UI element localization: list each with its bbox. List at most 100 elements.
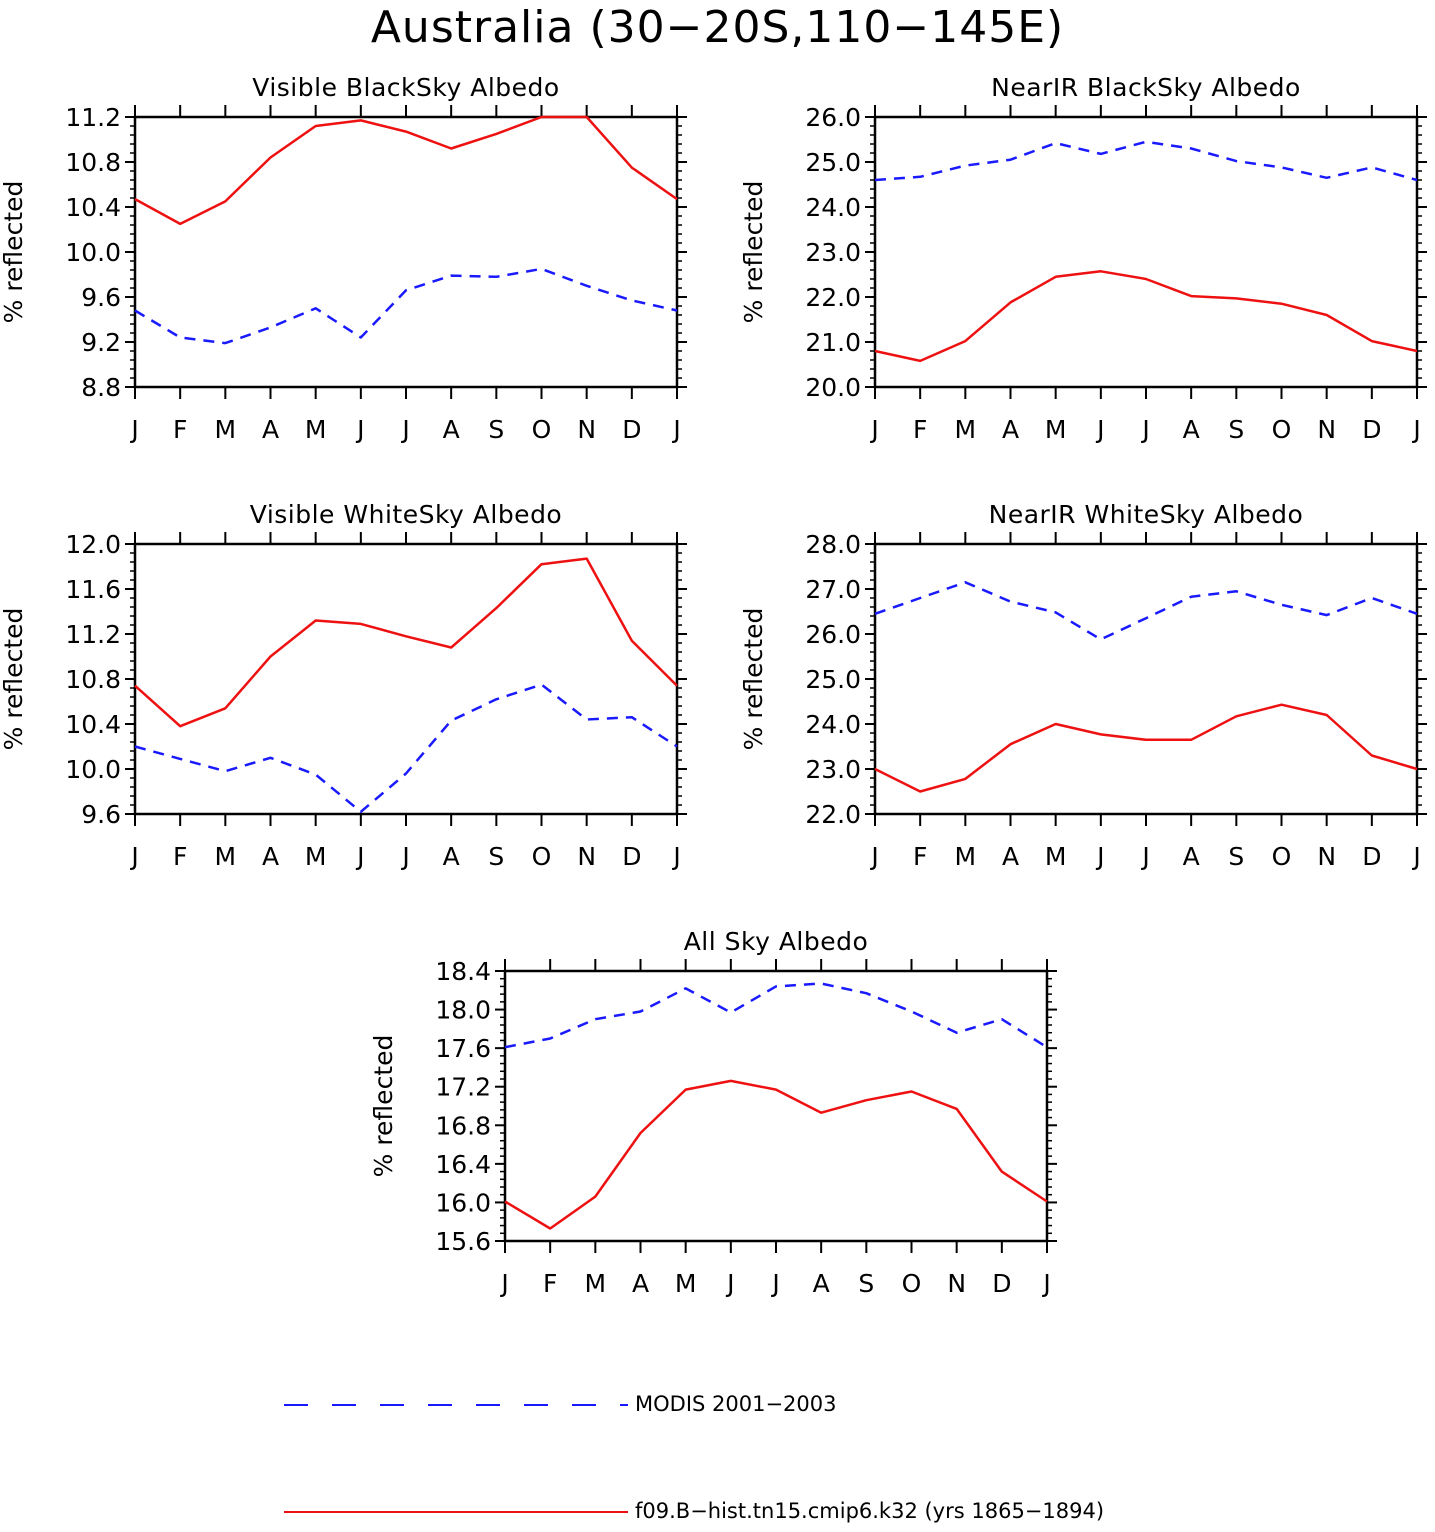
y-tick-label: 18.4 <box>435 957 491 986</box>
x-tick-label: S <box>488 842 504 871</box>
y-tick-label: 17.6 <box>435 1034 491 1063</box>
chart-nearir-whitesky: NearIR WhiteSky Albedo % reflected 22.0 23.… <box>739 500 1427 871</box>
y-tick-label: 28.0 <box>805 530 861 559</box>
y-tick-label: 25.0 <box>805 148 861 177</box>
y-tick-label: 26.0 <box>805 103 861 132</box>
y-tick-label: 26.0 <box>805 620 861 649</box>
y-tick-label: 18.0 <box>435 996 491 1025</box>
panel-title: NearIR WhiteSky Albedo <box>989 500 1304 529</box>
x-tick-label: A <box>443 415 460 444</box>
y-tick-label: 24.0 <box>805 193 861 222</box>
panel-title: NearIR BlackSky Albedo <box>991 73 1301 102</box>
y-tick-label: 24.0 <box>805 710 861 739</box>
panel-title: All Sky Albedo <box>684 927 869 956</box>
legend-label-modis: MODIS 2001−2003 <box>635 1392 837 1416</box>
x-tick-label: N <box>1317 842 1336 871</box>
x-tick-label: J <box>671 842 680 871</box>
legend-modis: MODIS 2001−2003 <box>0 1385 1435 1425</box>
y-axis-label: % reflected <box>369 1035 398 1178</box>
x-tick-label: J <box>355 415 364 444</box>
x-tick-label: D <box>1362 842 1381 871</box>
x-tick-label: N <box>577 842 596 871</box>
y-tick-label: 9.6 <box>81 800 121 829</box>
y-tick-label: 16.4 <box>435 1150 491 1179</box>
y-tick-label: 10.4 <box>65 193 121 222</box>
panel-title: Visible WhiteSky Albedo <box>250 500 562 529</box>
x-tick-label: M <box>305 842 327 871</box>
x-tick-label: A <box>1002 415 1019 444</box>
y-axis-label: % reflected <box>0 608 28 751</box>
plot-frame <box>873 115 1419 389</box>
legend-model: f09.B−hist.tn15.cmip6.k32 (yrs 1865−1894… <box>0 1492 1435 1532</box>
x-tick-label: O <box>532 415 552 444</box>
x-tick-label: O <box>532 842 552 871</box>
series-line-modis <box>874 140 1418 182</box>
x-tick-label: J <box>1041 1269 1050 1298</box>
chart-visible-whitesky: Visible WhiteSky Albedo % reflected 9.6 10.… <box>0 500 687 871</box>
y-tick-label: 11.2 <box>65 103 121 132</box>
plot-frame <box>503 969 1049 1243</box>
x-tick-label: D <box>622 842 641 871</box>
x-tick-label: J <box>129 415 138 444</box>
x-tick-label: D <box>992 1269 1011 1298</box>
x-tick-label: A <box>262 842 279 871</box>
x-tick-label: J <box>869 842 878 871</box>
series-line-model <box>504 1079 1048 1230</box>
x-tick-label: M <box>305 415 327 444</box>
x-tick-label: A <box>262 415 279 444</box>
y-tick-label: 9.6 <box>81 283 121 312</box>
x-tick-label: N <box>947 1269 966 1298</box>
x-tick-label: M <box>585 1269 607 1298</box>
x-tick-label: J <box>499 1269 508 1298</box>
x-tick-label: M <box>1045 842 1067 871</box>
x-tick-label: J <box>1140 415 1149 444</box>
y-tick-label: 20.0 <box>805 373 861 402</box>
y-tick-label: 10.8 <box>65 665 121 694</box>
x-tick-label: J <box>671 415 680 444</box>
x-tick-label: N <box>577 415 596 444</box>
series-line-modis <box>504 982 1048 1049</box>
y-tick-label: 10.4 <box>65 710 121 739</box>
y-tick-label: 23.0 <box>805 755 861 784</box>
y-tick-label: 11.2 <box>65 620 121 649</box>
x-tick-label: J <box>725 1269 734 1298</box>
x-tick-label: F <box>913 415 927 444</box>
y-axis-label: % reflected <box>739 608 768 751</box>
x-tick-label: F <box>913 842 927 871</box>
x-tick-label: J <box>400 415 409 444</box>
x-tick-label: F <box>173 842 187 871</box>
series-line-modis <box>134 267 678 345</box>
x-tick-label: M <box>215 842 237 871</box>
y-tick-label: 8.8 <box>81 373 121 402</box>
x-tick-label: J <box>770 1269 779 1298</box>
x-tick-label: J <box>129 842 138 871</box>
x-tick-label: O <box>1272 842 1292 871</box>
x-tick-label: F <box>173 415 187 444</box>
y-tick-label: 22.0 <box>805 283 861 312</box>
x-tick-label: D <box>622 415 641 444</box>
x-tick-label: J <box>1411 415 1420 444</box>
x-tick-label: M <box>955 415 977 444</box>
x-tick-label: M <box>215 415 237 444</box>
x-tick-label: A <box>443 842 460 871</box>
x-tick-label: O <box>902 1269 922 1298</box>
x-tick-label: S <box>488 415 504 444</box>
x-tick-label: A <box>813 1269 830 1298</box>
x-tick-label: F <box>543 1269 557 1298</box>
y-tick-label: 21.0 <box>805 328 861 357</box>
x-tick-label: S <box>1228 842 1244 871</box>
series-line-model <box>134 557 678 728</box>
x-tick-label: J <box>400 842 409 871</box>
x-tick-label: J <box>869 415 878 444</box>
x-tick-label: J <box>1095 415 1104 444</box>
chart-nearir-blacksky: NearIR BlackSky Albedo % reflected 20.0 21.… <box>739 73 1427 444</box>
series-line-model <box>134 115 678 226</box>
x-tick-label: A <box>1002 842 1019 871</box>
y-tick-label: 12.0 <box>65 530 121 559</box>
y-tick-label: 16.8 <box>435 1111 491 1140</box>
x-tick-label: J <box>1095 842 1104 871</box>
x-tick-label: N <box>1317 415 1336 444</box>
series-line-modis <box>874 581 1418 641</box>
legend-label-model: f09.B−hist.tn15.cmip6.k32 (yrs 1865−1894… <box>635 1499 1105 1523</box>
y-tick-label: 10.8 <box>65 148 121 177</box>
